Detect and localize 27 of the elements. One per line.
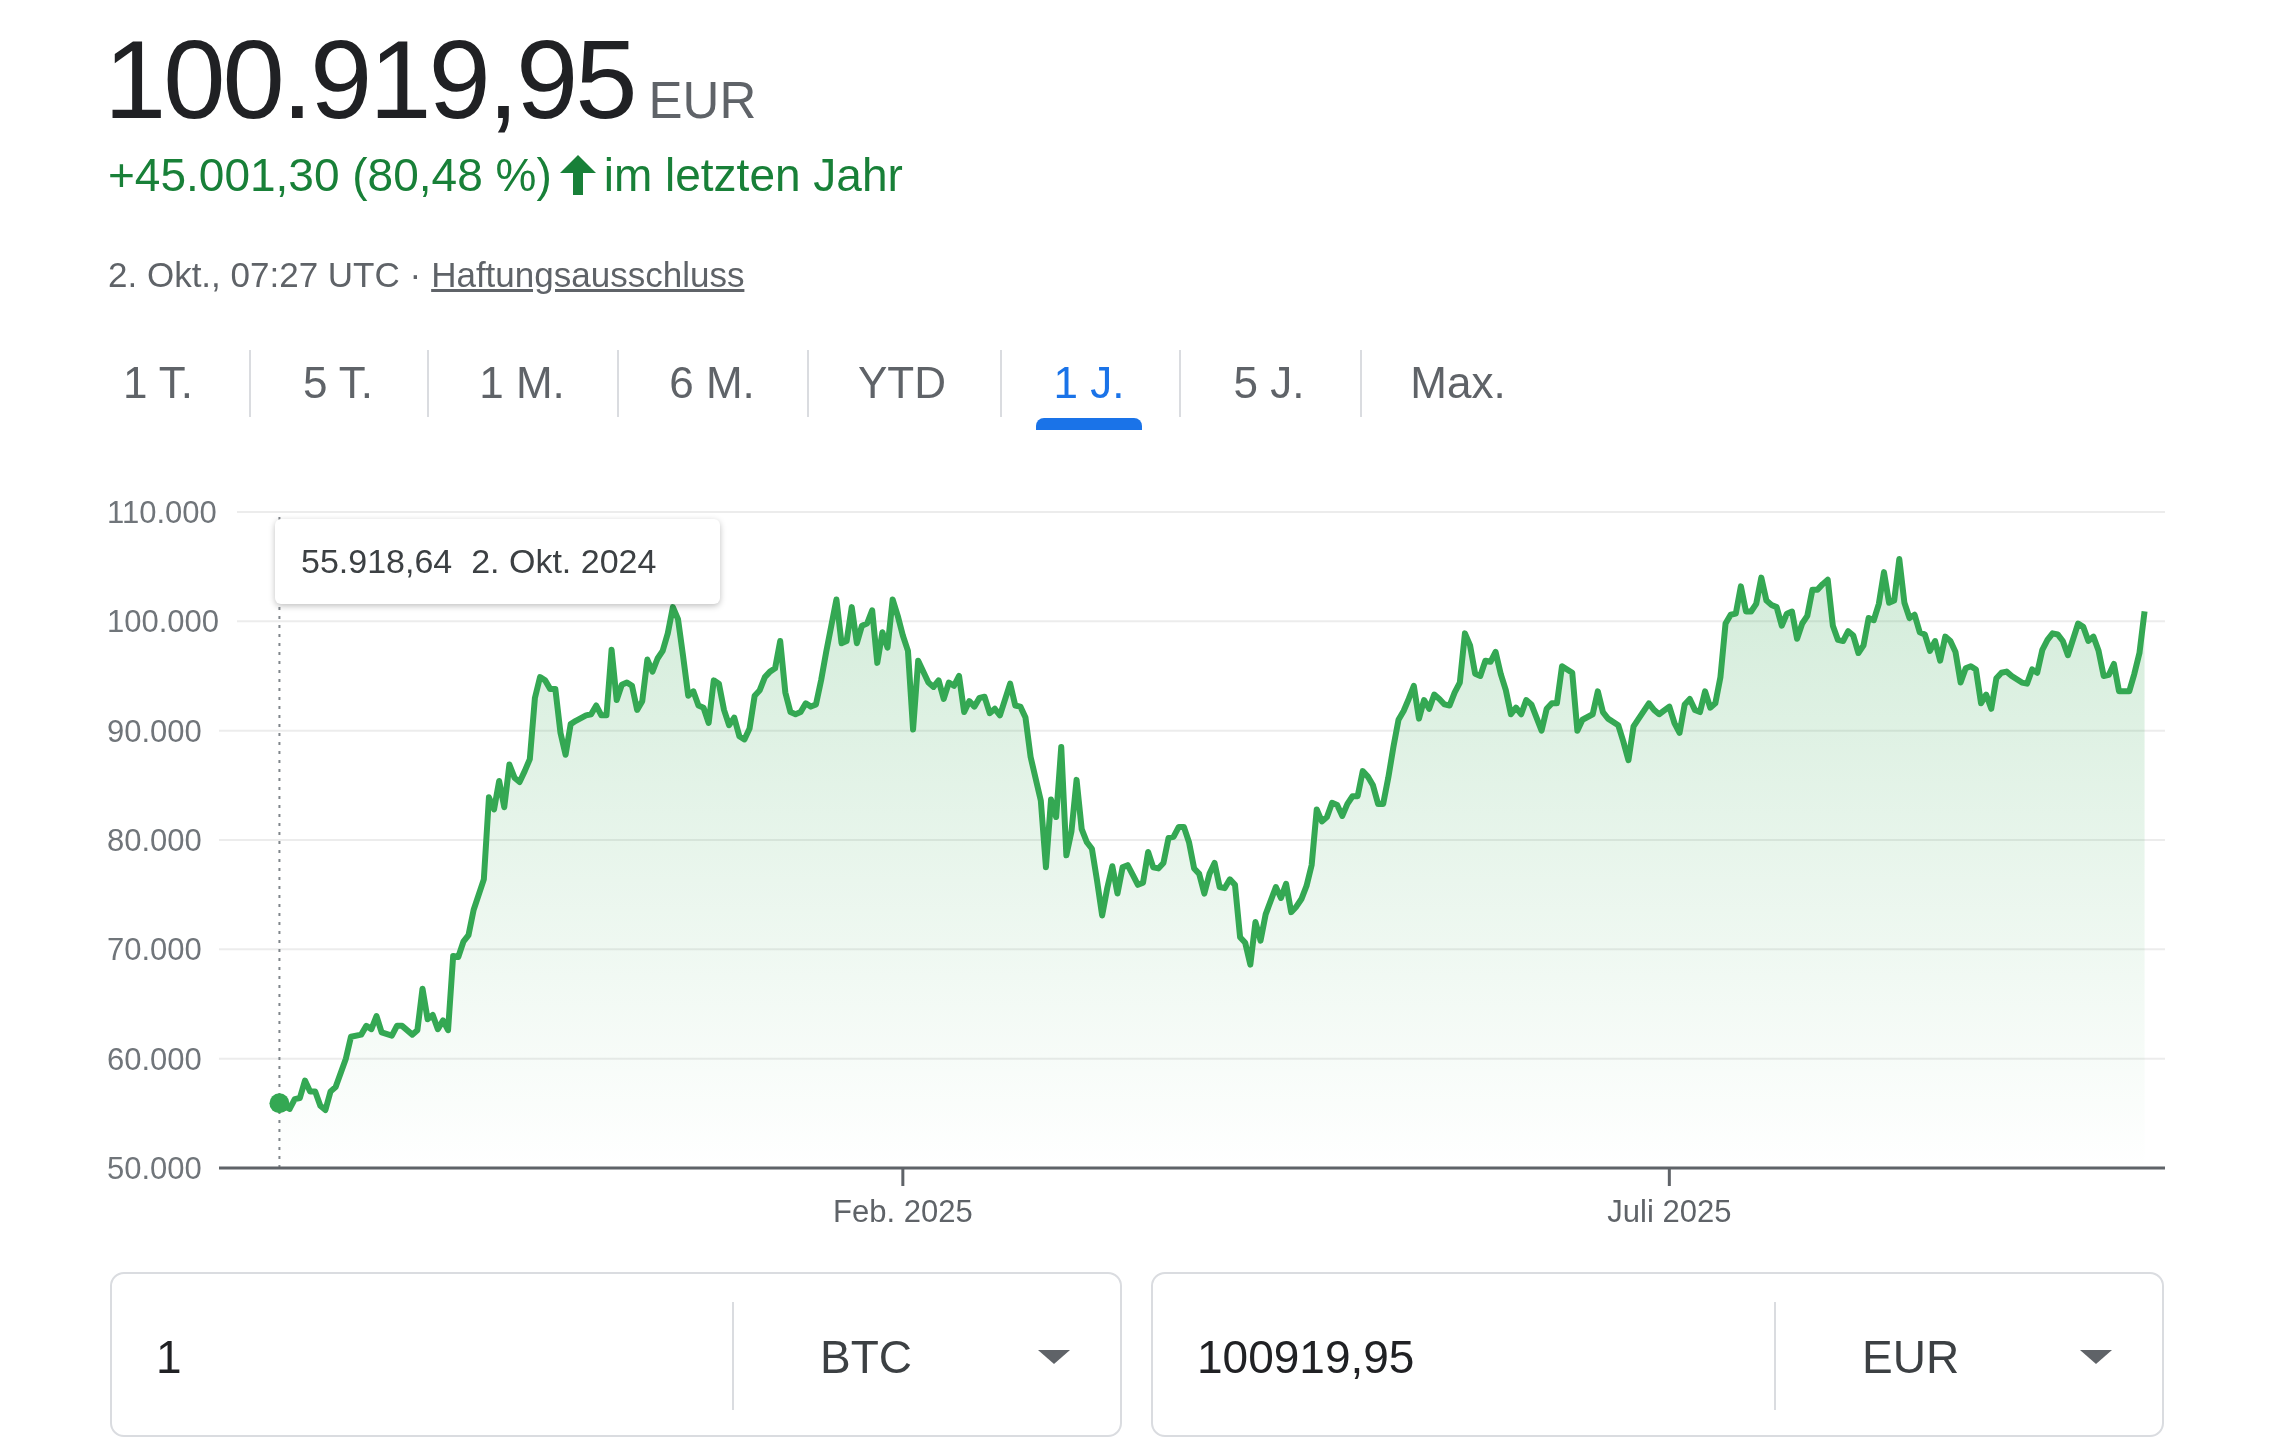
y-tick-label: 100.000	[107, 604, 220, 640]
x-tick-label: Juli 2025	[1607, 1194, 1732, 1230]
text: 2. Okt., 07:27 UTC ·	[108, 254, 422, 296]
y-tick-label: 60.000	[107, 1041, 202, 1077]
input-field: 1 BTC	[110, 1272, 1122, 1437]
y-tick-label: 90.000	[107, 713, 202, 749]
annotation: 55.918,64 2. Okt. 2024	[301, 542, 657, 581]
y-tick-label: 80.000	[107, 823, 202, 858]
text: Haftungsausschluss	[431, 254, 745, 296]
y-tick-label: 110.000	[107, 495, 217, 530]
y-tick-label: 50.000	[107, 1151, 202, 1186]
text: +45.001,30 (80,48 %)	[108, 148, 552, 202]
text: im letzten Jahr	[603, 148, 903, 202]
x-tick-label: Feb. 2025	[833, 1194, 973, 1230]
tooltip-box: 55.918,64 2. Okt. 2024	[275, 519, 720, 604]
input-field: 100919,95 EUR	[1151, 1272, 2164, 1437]
text: 1 T.	[122, 358, 194, 407]
text: YTD	[858, 358, 946, 407]
text: 1 J.	[1053, 358, 1125, 407]
text: EUR	[648, 71, 757, 130]
text: Max.	[1410, 358, 1506, 407]
y-tick-label: 70.000	[107, 932, 202, 968]
text: 5 J.	[1233, 358, 1305, 407]
text: 6 M.	[669, 358, 755, 407]
text: 5 T.	[302, 358, 374, 407]
text: 1 M.	[479, 358, 565, 407]
chart-title: 100.919,95	[104, 17, 635, 142]
